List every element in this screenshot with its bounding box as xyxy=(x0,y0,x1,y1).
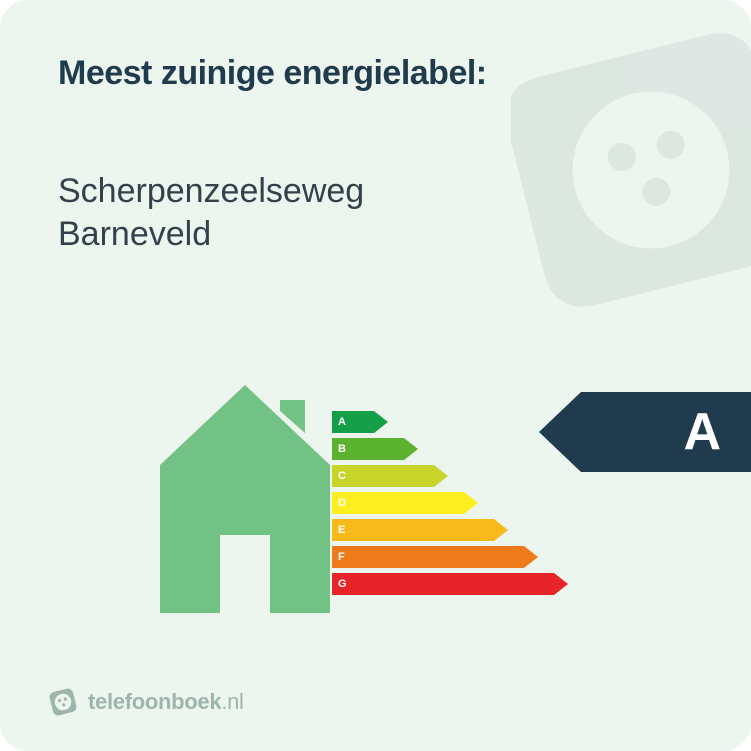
bar-letter: F xyxy=(338,546,345,568)
brand-watermark xyxy=(511,30,751,310)
card-title: Meest zuinige energielabel: xyxy=(58,54,487,93)
energy-bar-d: D xyxy=(332,492,592,514)
brand-tld: .nl xyxy=(221,689,243,714)
footer-brand: telefoonboek.nl xyxy=(48,687,244,717)
bar-letter: D xyxy=(338,492,346,514)
brand-word: telefoonboek xyxy=(88,689,221,714)
bar-letter: B xyxy=(338,438,346,460)
address-line-1: Scherpenzeelseweg xyxy=(58,170,364,213)
bar-letter: C xyxy=(338,465,346,487)
bar-arrow-icon xyxy=(332,465,448,487)
brand-icon xyxy=(48,687,78,717)
rating-badge: A xyxy=(539,392,751,472)
bar-letter: A xyxy=(338,411,346,433)
bar-arrow-icon xyxy=(332,546,538,568)
bar-arrow-icon xyxy=(332,492,478,514)
rating-badge-letter: A xyxy=(683,392,721,472)
bar-arrow-icon xyxy=(332,573,568,595)
energy-bar-f: F xyxy=(332,546,592,568)
bar-letter: E xyxy=(338,519,345,541)
brand-name: telefoonboek.nl xyxy=(88,689,244,715)
energy-chart: ABCDEFG xyxy=(160,385,580,625)
address-line-2: Barneveld xyxy=(58,213,364,256)
energy-bar-g: G xyxy=(332,573,592,595)
bar-letter: G xyxy=(338,573,347,595)
address-block: Scherpenzeelseweg Barneveld xyxy=(58,170,364,255)
bar-arrow-icon xyxy=(332,519,508,541)
energy-bar-e: E xyxy=(332,519,592,541)
house-icon xyxy=(160,385,330,625)
energy-label-card: Meest zuinige energielabel: Scherpenzeel… xyxy=(0,0,751,751)
